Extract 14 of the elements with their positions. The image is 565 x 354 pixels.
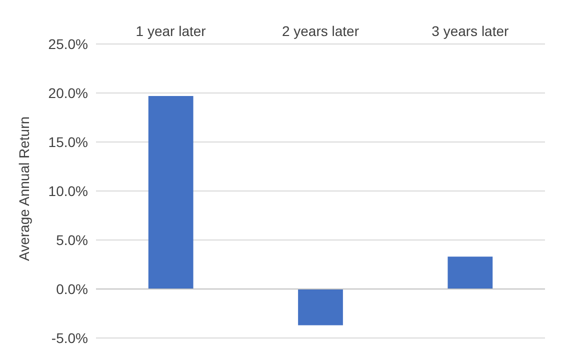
y-tick-label: 10.0% <box>48 182 88 199</box>
x-tick-label: 3 years later <box>432 23 510 39</box>
x-tick-label: 1 year later <box>136 23 206 39</box>
y-axis-title: Average Annual Return <box>16 116 32 261</box>
x-tick-label: 2 years later <box>282 23 360 39</box>
y-tick-label: 20.0% <box>48 84 88 101</box>
y-tick-label: 25.0% <box>48 36 88 52</box>
bar <box>298 289 343 326</box>
y-tick-label: 5.0% <box>56 232 88 248</box>
y-tick-label: 15.0% <box>48 134 88 150</box>
y-tick-label: 0.0% <box>56 280 88 297</box>
bar <box>448 256 493 289</box>
y-tick-label: -5.0% <box>51 330 88 346</box>
bar <box>148 96 194 289</box>
